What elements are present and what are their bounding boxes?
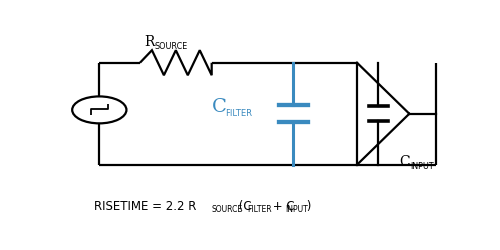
Text: + C: + C	[270, 200, 295, 213]
Text: SOURCE: SOURCE	[212, 205, 243, 214]
Text: INPUT: INPUT	[410, 162, 434, 171]
Text: SOURCE: SOURCE	[154, 42, 188, 51]
Text: FILTER: FILTER	[248, 205, 272, 214]
Text: RISETIME = 2.2 R: RISETIME = 2.2 R	[94, 200, 196, 213]
Text: FILTER: FILTER	[225, 109, 252, 118]
Text: (C: (C	[234, 200, 251, 213]
Text: C: C	[212, 98, 226, 116]
Text: ): )	[303, 200, 311, 213]
Text: INPUT: INPUT	[285, 205, 308, 214]
Text: R: R	[144, 35, 154, 49]
Text: C: C	[400, 155, 410, 169]
